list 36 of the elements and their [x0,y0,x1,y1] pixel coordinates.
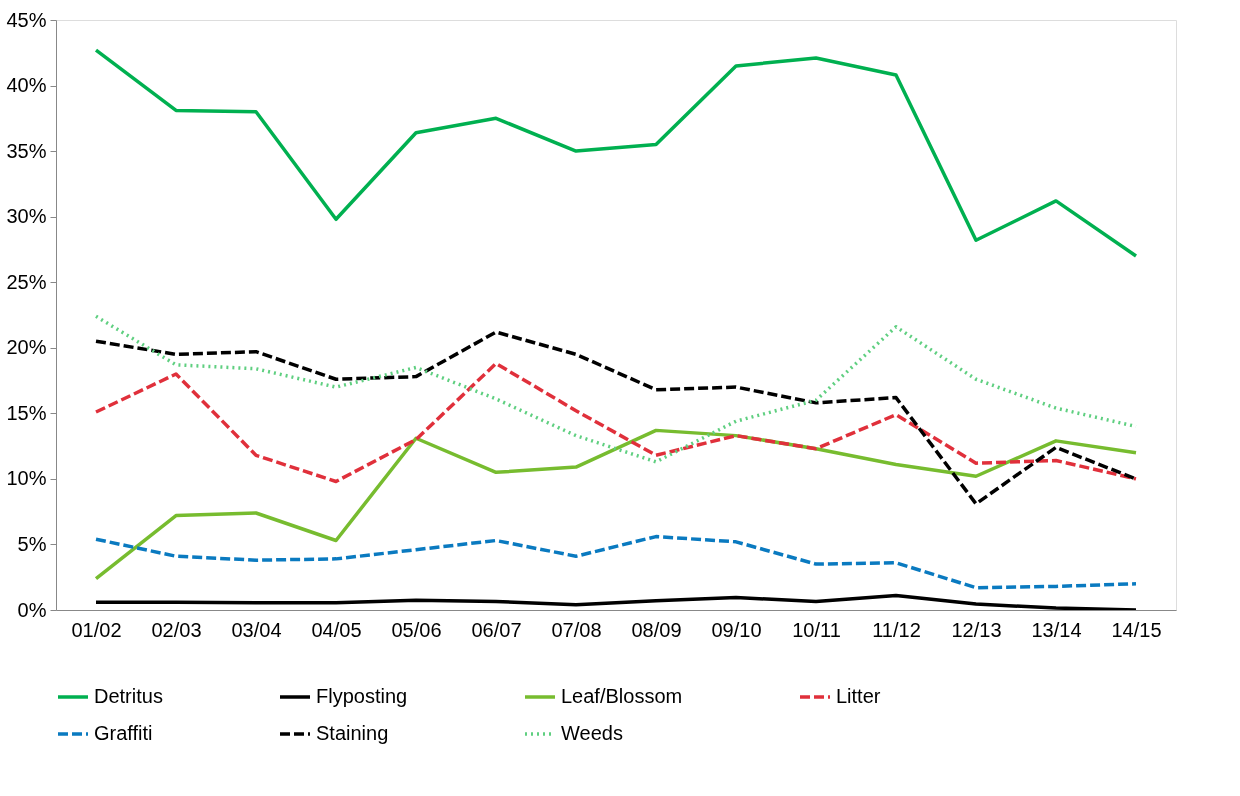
y-tick-label: 30% [6,205,47,228]
x-tick-label: 05/06 [391,618,442,641]
legend-label: Litter [836,685,881,707]
y-tick-label: 5% [17,532,47,555]
x-tick-label: 10/11 [792,618,841,641]
y-tick-label: 25% [6,270,47,293]
x-tick-label: 12/13 [951,618,1002,641]
x-tick-label: 06/07 [471,618,522,641]
line-series [94,593,1138,610]
y-tick-label: 15% [6,401,47,424]
x-tick-label: 01/02 [71,618,122,641]
line-series [94,361,1138,484]
y-tick-label: 0% [17,598,47,621]
x-tick-label: 08/09 [631,618,682,641]
y-tick-label: 35% [6,139,47,162]
x-tick-label: 14/15 [1111,618,1162,641]
legend-label: Graffiti [94,722,153,744]
x-tick-label: 02/03 [151,618,202,641]
line-series [94,48,1138,258]
x-tick-label: 11/12 [872,618,921,641]
y-tick-label: 40% [6,74,47,97]
y-tick-label: 20% [6,336,47,359]
line-series [94,428,1138,581]
legend-label: Weeds [561,722,623,744]
x-tick-label: 07/08 [551,618,602,641]
y-tick-label: 10% [6,467,47,490]
x-tick-label: 04/05 [311,618,362,641]
x-tick-label: 09/10 [711,618,762,641]
line-series [94,534,1138,590]
legend-label: Flyposting [316,685,408,707]
legend-label: Staining [316,722,389,744]
x-tick-label: 03/04 [231,618,282,641]
x-tick-label: 13/14 [1031,618,1082,641]
legend-label: Detritus [94,685,163,707]
y-tick-label: 45% [6,8,47,31]
legend-label: Leaf/Blossom [561,685,683,707]
